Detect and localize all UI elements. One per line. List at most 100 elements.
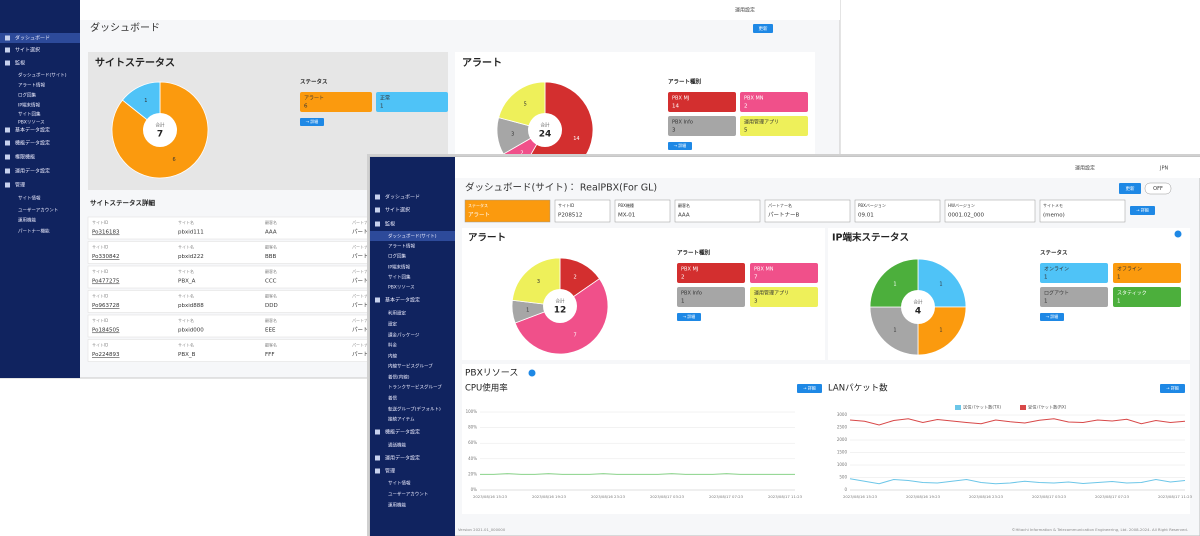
sidebar-item[interactable]: PBXリソース: [388, 285, 415, 291]
sidebar-item[interactable]: 着信: [388, 395, 397, 402]
y-tick-label: 2500: [837, 425, 848, 430]
sidebar-item[interactable]: PBXリソース: [18, 120, 45, 126]
cell[interactable]: Po330842: [92, 254, 119, 260]
sidebar-item[interactable]: ダッシュボード: [15, 35, 50, 42]
x-tick-label: 2023/08/17 03:23: [650, 494, 685, 499]
sidebar-item[interactable]: 転送グループ(デフォルト): [388, 406, 441, 413]
topbar-link[interactable]: JPN: [1159, 166, 1168, 172]
detail-button[interactable]: [300, 118, 324, 126]
sidebar-item[interactable]: IP端末情報: [388, 264, 411, 271]
sidebar-icon: [5, 35, 10, 41]
button-label[interactable]: → 詳細: [674, 142, 687, 148]
field-label: HWバージョン: [948, 203, 975, 208]
topbar-link[interactable]: 運用設定: [735, 7, 755, 14]
cell: pbxid222: [178, 254, 204, 260]
sidebar-item[interactable]: 機能データ設定: [385, 429, 420, 436]
sidebar-item[interactable]: IP端末情報: [18, 102, 41, 109]
status-card: [300, 92, 372, 112]
status-card: [1040, 287, 1108, 307]
sidebar-item[interactable]: 運用データ設定: [15, 168, 50, 175]
sidebar-item[interactable]: ダッシュボード: [385, 194, 420, 201]
sidebar-item[interactable]: サイト情報: [18, 195, 41, 202]
sidebar-item[interactable]: 課金パッケージ: [388, 332, 420, 339]
sidebar-item[interactable]: 管理: [15, 182, 25, 189]
y-tick-label: 0%: [471, 487, 478, 492]
cell[interactable]: Po224893: [92, 352, 120, 358]
button-label[interactable]: → 詳細: [683, 313, 696, 319]
button-label[interactable]: → 詳細: [1166, 385, 1179, 391]
sidebar-item[interactable]: トランクサービスグループ: [388, 384, 442, 391]
status-card: [1113, 287, 1181, 307]
detail-button[interactable]: [1040, 313, 1064, 321]
cell[interactable]: Po477275: [92, 279, 120, 285]
field-label: PBX機種: [618, 202, 634, 208]
sidebar-item[interactable]: 権限機能: [15, 154, 35, 161]
detail-button[interactable]: [1160, 384, 1185, 393]
sidebar-item[interactable]: 内線: [388, 353, 397, 360]
sidebar-item[interactable]: サイト選択: [15, 47, 40, 54]
button-label[interactable]: → 詳細: [1046, 313, 1059, 319]
sidebar-item[interactable]: 運用データ設定: [385, 455, 420, 462]
sidebar-item[interactable]: 基本データ設定: [15, 127, 50, 134]
cell[interactable]: Po316183: [92, 230, 120, 236]
info-field: [674, 199, 761, 223]
cell[interactable]: Po184505: [92, 328, 120, 334]
cell: DDD: [265, 303, 278, 309]
sidebar-item[interactable]: サイト回集: [388, 274, 411, 281]
column-header: サイトID: [92, 343, 108, 348]
cell: BBB: [265, 254, 277, 260]
topbar-link[interactable]: 運用設定: [1075, 165, 1095, 172]
toggle[interactable]: [1144, 182, 1172, 195]
sidebar-item[interactable]: 基本データ設定: [385, 297, 420, 304]
refresh-button[interactable]: [753, 24, 773, 33]
y-tick-label: 3000: [837, 412, 848, 417]
sidebar-item[interactable]: サイト選択: [385, 207, 410, 214]
sidebar-item[interactable]: 管理: [385, 468, 395, 475]
sidebar-item[interactable]: ダッシュボード(サイト): [18, 72, 67, 79]
footer: Version 2021.01_000000: [458, 527, 506, 532]
sidebar-item[interactable]: サイト情報: [388, 480, 411, 487]
button-label[interactable]: 更新: [759, 25, 768, 32]
panel-title: IP端末ステータス: [832, 232, 909, 244]
sidebar-item[interactable]: 監視: [385, 221, 395, 228]
sidebar-item[interactable]: 運用機能: [388, 502, 406, 509]
sidebar-item[interactable]: パートナー機能: [18, 228, 50, 235]
sidebar-item[interactable]: サイト回集: [18, 111, 41, 118]
button-label[interactable]: → 詳細: [1136, 207, 1149, 213]
footer: ©Hitachi Information & Telecommunication…: [1012, 527, 1188, 532]
card-value: 1: [1117, 299, 1121, 305]
detail-button[interactable]: [1130, 206, 1155, 215]
slice-label: 1: [893, 327, 896, 333]
sidebar-item[interactable]: 監視: [15, 60, 25, 67]
cell[interactable]: Po963728: [92, 303, 120, 309]
sidebar-item[interactable]: アラート情報: [18, 82, 45, 89]
detail-button[interactable]: [797, 384, 822, 393]
sidebar-item[interactable]: 通話機能: [388, 442, 406, 449]
sidebar-item[interactable]: ログ回集: [388, 253, 406, 260]
toggle-label[interactable]: OFF: [1153, 186, 1163, 192]
sidebar-item[interactable]: 運用機能: [18, 217, 36, 224]
sidebar-item[interactable]: 着信(内線): [388, 374, 410, 381]
sidebar-icon: [5, 168, 10, 174]
sidebar-item[interactable]: アラート情報: [388, 243, 415, 250]
button-label[interactable]: → 詳細: [803, 385, 816, 391]
info-icon: [528, 369, 536, 377]
sidebar-item[interactable]: 利用設定: [388, 310, 406, 317]
sidebar-item[interactable]: ログ回集: [18, 92, 36, 99]
sidebar-item[interactable]: ユーザーアカウント: [388, 491, 428, 498]
sidebar-item[interactable]: 接続アイテム: [388, 416, 415, 423]
detail-button[interactable]: [668, 142, 692, 150]
button-label[interactable]: → 詳細: [306, 118, 319, 124]
sidebar-item[interactable]: 内線サービスグループ: [388, 363, 433, 370]
sidebar-item[interactable]: 機能データ設定: [15, 140, 50, 147]
refresh-button[interactable]: [1119, 183, 1141, 194]
button-label[interactable]: 更新: [1126, 185, 1135, 192]
center-label: 合計: [156, 122, 165, 129]
sidebar-item[interactable]: 設定: [388, 322, 397, 328]
slice-label: 14: [573, 136, 579, 142]
sidebar-item[interactable]: ダッシュボード(サイト): [388, 233, 437, 240]
sidebar-item[interactable]: ユーザーアカウント: [18, 207, 58, 214]
detail-button[interactable]: [677, 313, 701, 321]
x-tick-label: 2023/08/16 23:23: [969, 494, 1004, 499]
sidebar-item[interactable]: 料金: [388, 342, 397, 349]
